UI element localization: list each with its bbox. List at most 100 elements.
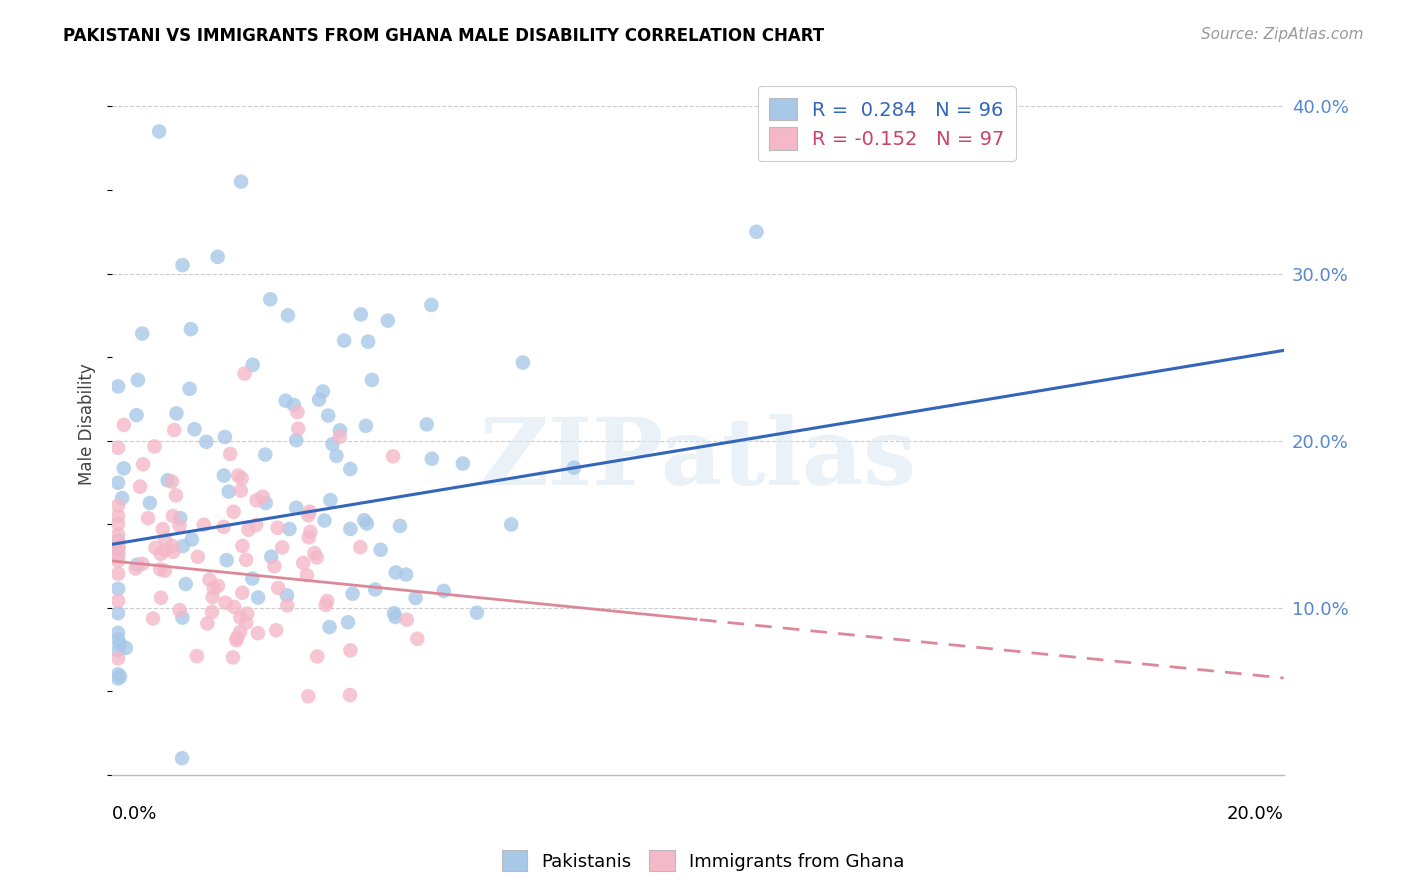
Point: [107, 606, 129, 620]
Point: [107, 548, 129, 562]
Point: [259, 293, 281, 307]
Point: [160, 475, 183, 489]
Point: [162, 545, 184, 559]
Point: [304, 546, 326, 560]
Point: [267, 581, 290, 595]
Point: [246, 626, 269, 640]
Point: [357, 334, 380, 349]
Point: [111, 491, 134, 505]
Point: [285, 500, 308, 515]
Point: [339, 688, 361, 702]
Point: [501, 517, 523, 532]
Point: [395, 567, 418, 582]
Point: [276, 588, 298, 602]
Point: [202, 582, 225, 596]
Point: [212, 520, 235, 534]
Point: [107, 672, 129, 686]
Point: [245, 493, 267, 508]
Point: [132, 457, 155, 471]
Text: ZIPatlas: ZIPatlas: [479, 414, 917, 504]
Point: [108, 670, 131, 684]
Point: [222, 505, 245, 519]
Point: [215, 553, 238, 567]
Point: [312, 384, 335, 399]
Point: [287, 421, 309, 435]
Point: [319, 493, 342, 508]
Point: [107, 651, 129, 665]
Point: [186, 649, 208, 664]
Point: [247, 591, 270, 605]
Point: [143, 440, 166, 454]
Point: [287, 405, 309, 419]
Point: [172, 610, 194, 624]
Point: [353, 513, 375, 527]
Y-axis label: Male Disability: Male Disability: [79, 363, 96, 485]
Point: [166, 406, 188, 420]
Point: [172, 258, 194, 272]
Point: [382, 606, 405, 620]
Point: [315, 598, 337, 612]
Point: [307, 649, 329, 664]
Text: Source: ZipAtlas.com: Source: ZipAtlas.com: [1201, 27, 1364, 42]
Point: [108, 637, 131, 651]
Point: [297, 508, 319, 523]
Point: [305, 550, 328, 565]
Point: [136, 511, 159, 525]
Point: [212, 468, 235, 483]
Point: [356, 516, 378, 531]
Point: [231, 539, 253, 553]
Point: [377, 313, 399, 327]
Point: [107, 632, 129, 647]
Point: [127, 373, 149, 387]
Point: [169, 511, 191, 525]
Point: [145, 541, 167, 555]
Point: [183, 422, 205, 436]
Point: [314, 514, 336, 528]
Point: [107, 582, 129, 596]
Point: [107, 509, 129, 524]
Point: [350, 307, 373, 321]
Point: [129, 480, 152, 494]
Point: [285, 433, 308, 447]
Point: [107, 541, 129, 556]
Point: [169, 518, 191, 533]
Point: [264, 624, 287, 638]
Point: [252, 490, 274, 504]
Point: [218, 484, 240, 499]
Point: [433, 584, 456, 599]
Point: [139, 496, 162, 510]
Point: [361, 373, 384, 387]
Point: [382, 450, 405, 464]
Point: [235, 553, 257, 567]
Point: [112, 417, 135, 432]
Point: [107, 536, 129, 550]
Point: [229, 625, 252, 640]
Point: [266, 521, 288, 535]
Point: [107, 554, 129, 568]
Point: [207, 250, 229, 264]
Point: [107, 517, 129, 532]
Point: [260, 549, 283, 564]
Point: [420, 298, 443, 312]
Point: [283, 398, 305, 412]
Point: [153, 533, 176, 547]
Point: [325, 449, 347, 463]
Point: [107, 593, 129, 607]
Point: [254, 496, 277, 510]
Point: [229, 610, 252, 624]
Point: [465, 606, 488, 620]
Point: [406, 632, 429, 646]
Point: [112, 461, 135, 475]
Point: [197, 616, 219, 631]
Point: [354, 418, 377, 433]
Point: [333, 334, 356, 348]
Point: [131, 326, 153, 341]
Point: [271, 541, 294, 555]
Point: [107, 441, 129, 455]
Point: [152, 522, 174, 536]
Point: [240, 572, 263, 586]
Point: [405, 591, 427, 605]
Point: [339, 522, 361, 536]
Point: [745, 225, 768, 239]
Point: [298, 505, 321, 519]
